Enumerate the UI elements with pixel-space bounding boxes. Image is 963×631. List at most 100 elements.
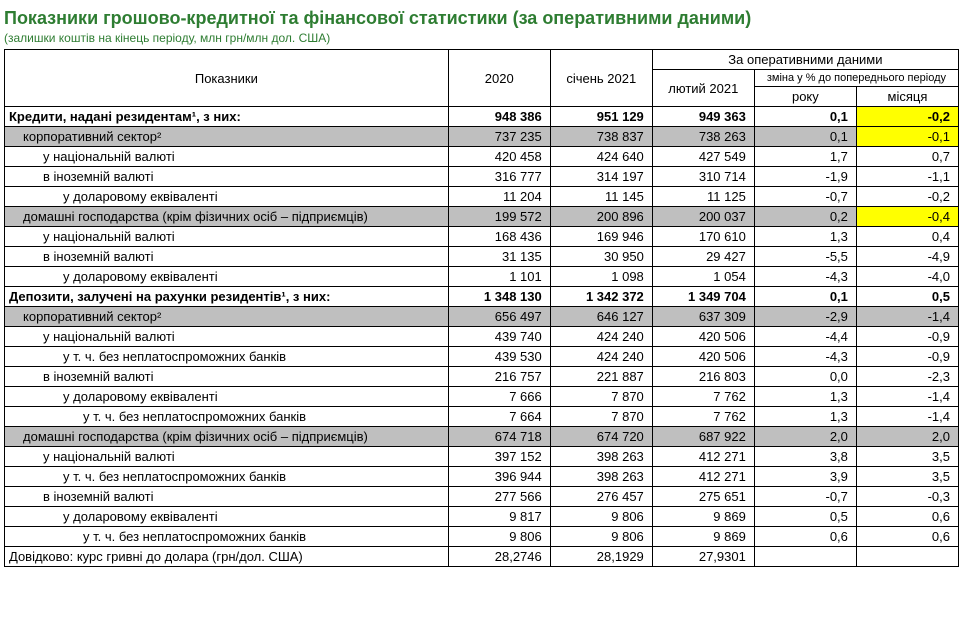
- cell: -2,9: [754, 307, 856, 327]
- table-row: домашні господарства (крім фізичних осіб…: [5, 207, 959, 227]
- cell: -0,9: [856, 327, 958, 347]
- row-label: у доларовому еквіваленті: [5, 387, 449, 407]
- cell: 275 651: [652, 487, 754, 507]
- cell: -1,9: [754, 167, 856, 187]
- table-row: Кредити, надані резидентам¹, з них:948 3…: [5, 107, 959, 127]
- cell: 951 129: [550, 107, 652, 127]
- cell: 7 666: [448, 387, 550, 407]
- row-label: у доларовому еквіваленті: [5, 507, 449, 527]
- page-title: Показники грошово-кредитної та фінансово…: [4, 4, 959, 31]
- cell: 0,6: [856, 527, 958, 547]
- table-row: корпоративний сектор²656 497646 127637 3…: [5, 307, 959, 327]
- cell: 28,1929: [550, 547, 652, 567]
- page-subtitle: (залишки коштів на кінець періоду, млн г…: [4, 31, 959, 49]
- row-label: у т. ч. без неплатоспроможних банків: [5, 347, 449, 367]
- cell: -4,3: [754, 267, 856, 287]
- row-label: у доларовому еквіваленті: [5, 187, 449, 207]
- cell: 1,3: [754, 227, 856, 247]
- cell: -0,3: [856, 487, 958, 507]
- cell: 420 458: [448, 147, 550, 167]
- table-row: в іноземній валюті277 566276 457275 651-…: [5, 487, 959, 507]
- cell: 396 944: [448, 467, 550, 487]
- cell: 0,5: [856, 287, 958, 307]
- cell: 439 530: [448, 347, 550, 367]
- header-year: року: [754, 87, 856, 107]
- cell: -5,5: [754, 247, 856, 267]
- cell: 216 757: [448, 367, 550, 387]
- cell: -4,9: [856, 247, 958, 267]
- cell: 737 235: [448, 127, 550, 147]
- cell: 424 640: [550, 147, 652, 167]
- cell: 11 145: [550, 187, 652, 207]
- row-label: Кредити, надані резидентам¹, з них:: [5, 107, 449, 127]
- cell: 0,1: [754, 107, 856, 127]
- stats-table: Показники 2020 січень 2021 За оперативни…: [4, 49, 959, 567]
- cell: 1 348 130: [448, 287, 550, 307]
- table-body: Кредити, надані резидентам¹, з них:948 3…: [5, 107, 959, 567]
- table-row: в іноземній валюті216 757221 887216 8030…: [5, 367, 959, 387]
- cell: 674 720: [550, 427, 652, 447]
- cell: 1 098: [550, 267, 652, 287]
- table-row: домашні господарства (крім фізичних осіб…: [5, 427, 959, 447]
- row-label: в іноземній валюті: [5, 167, 449, 187]
- cell: 221 887: [550, 367, 652, 387]
- cell: 1 054: [652, 267, 754, 287]
- row-label: у національній валюті: [5, 147, 449, 167]
- table-row: у т. ч. без неплатоспроможних банків396 …: [5, 467, 959, 487]
- cell: 28,2746: [448, 547, 550, 567]
- table-header: Показники 2020 січень 2021 За оперативни…: [5, 50, 959, 107]
- cell: 1 349 704: [652, 287, 754, 307]
- row-label: у т. ч. без неплатоспроможних банків: [5, 467, 449, 487]
- cell: 170 610: [652, 227, 754, 247]
- cell: -1,4: [856, 407, 958, 427]
- cell: 0,1: [754, 287, 856, 307]
- row-label: у національній валюті: [5, 227, 449, 247]
- header-feb2021: лютий 2021: [652, 70, 754, 107]
- row-label: Депозити, залучені на рахунки резидентів…: [5, 287, 449, 307]
- cell: 1,3: [754, 387, 856, 407]
- row-label: корпоративний сектор²: [5, 307, 449, 327]
- cell: 412 271: [652, 467, 754, 487]
- row-label: в іноземній валюті: [5, 487, 449, 507]
- cell: 1,3: [754, 407, 856, 427]
- cell: 27,9301: [652, 547, 754, 567]
- cell: 199 572: [448, 207, 550, 227]
- header-2020: 2020: [448, 50, 550, 107]
- cell: -1,4: [856, 307, 958, 327]
- header-pct-group: зміна у % до попереднього періоду: [754, 70, 958, 87]
- header-jan2021: січень 2021: [550, 50, 652, 107]
- cell: 216 803: [652, 367, 754, 387]
- cell: -0,9: [856, 347, 958, 367]
- cell: 7 870: [550, 407, 652, 427]
- cell: 397 152: [448, 447, 550, 467]
- row-label: Довідково: курс гривні до долара (грн/до…: [5, 547, 449, 567]
- cell: 30 950: [550, 247, 652, 267]
- cell: 9 806: [550, 527, 652, 547]
- cell: 200 896: [550, 207, 652, 227]
- cell: 0,0: [754, 367, 856, 387]
- cell: [754, 547, 856, 567]
- table-row: у т. ч. без неплатоспроможних банків439 …: [5, 347, 959, 367]
- cell: -1,4: [856, 387, 958, 407]
- table-row: у т. ч. без неплатоспроможних банків9 80…: [5, 527, 959, 547]
- cell: 3,8: [754, 447, 856, 467]
- row-label: домашні господарства (крім фізичних осіб…: [5, 207, 449, 227]
- cell: 11 125: [652, 187, 754, 207]
- cell: 7 762: [652, 387, 754, 407]
- cell: 0,6: [754, 527, 856, 547]
- row-label: корпоративний сектор²: [5, 127, 449, 147]
- cell: 9 806: [448, 527, 550, 547]
- cell: 168 436: [448, 227, 550, 247]
- cell: 1 342 372: [550, 287, 652, 307]
- cell: -0,2: [856, 187, 958, 207]
- cell: [856, 547, 958, 567]
- cell: 646 127: [550, 307, 652, 327]
- cell: 2,0: [856, 427, 958, 447]
- cell: 3,5: [856, 467, 958, 487]
- cell: 29 427: [652, 247, 754, 267]
- cell: 0,4: [856, 227, 958, 247]
- table-row: у національній валюті397 152398 263412 2…: [5, 447, 959, 467]
- header-oper-group: За оперативними даними: [652, 50, 958, 70]
- cell: -0,4: [856, 207, 958, 227]
- cell: -1,1: [856, 167, 958, 187]
